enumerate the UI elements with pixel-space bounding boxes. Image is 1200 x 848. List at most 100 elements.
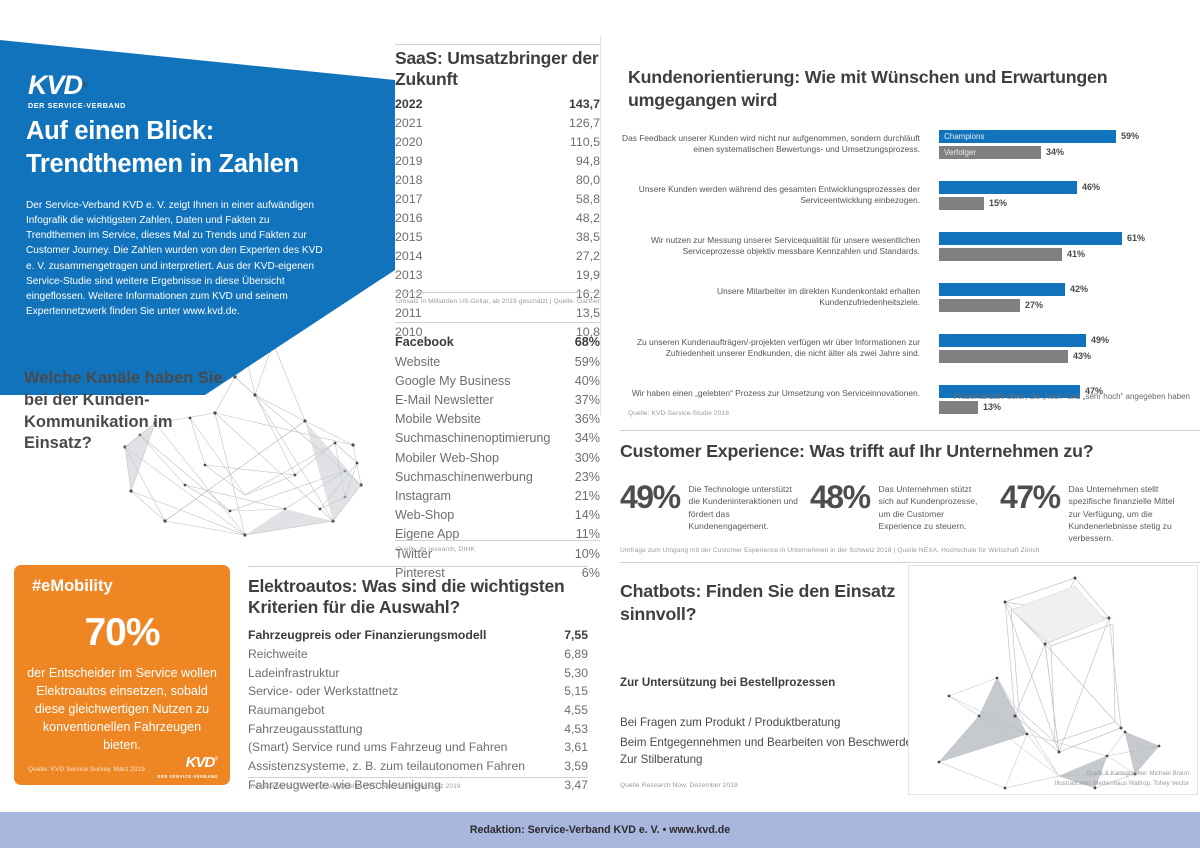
saas-year: 2012 bbox=[395, 286, 423, 301]
kanaele-section: Facebook 68% Website 59% Google My Busines… bbox=[395, 328, 600, 583]
saas-year: 2021 bbox=[395, 116, 423, 131]
kriterium-value: 7,55 bbox=[564, 628, 588, 643]
kanal-value: 14% bbox=[574, 508, 600, 523]
saas-year: 2014 bbox=[395, 249, 423, 264]
credit-line-2: Illustrationen: Medienhaus Waltrop, Tohe… bbox=[1054, 779, 1189, 787]
kvd-logo-mark: KVD bbox=[28, 70, 83, 100]
bar-group-row: Unsere Kunden werden während des gesamte… bbox=[620, 181, 1190, 219]
kanal-label: Facebook bbox=[395, 335, 454, 350]
table-row: 2013 19,9 bbox=[395, 266, 600, 285]
kundenorientierung-title: Kundenorientierung: Wie mit Wünschen und… bbox=[628, 67, 1108, 111]
divider-cx-top bbox=[620, 430, 1200, 431]
bar-pair: 47% 13% bbox=[939, 385, 1190, 417]
kanal-label: Pinterest bbox=[395, 565, 445, 580]
saas-year: 2015 bbox=[395, 230, 423, 245]
table-row: 2012 16,2 bbox=[395, 285, 600, 304]
right-column: Kundenorientierung: Wie mit Wünschen und… bbox=[600, 0, 1200, 848]
bar-verfolger: 27% bbox=[939, 299, 1190, 312]
table-row: 2016 48,2 bbox=[395, 209, 600, 228]
saas-year: 2016 bbox=[395, 211, 423, 226]
bar-group-row: Unsere Mitarbeiter im direkten Kundenkon… bbox=[620, 283, 1190, 321]
chatbot-label: Zur Untersützung bei Bestellprozessen bbox=[620, 676, 836, 690]
bar-champions: 46% bbox=[939, 181, 1190, 194]
list-item: 48% Das Unternehmen stützt sich auf Kund… bbox=[810, 481, 1000, 544]
saas-year: 2017 bbox=[395, 192, 423, 207]
kvd-logo-emobility: KVD® DER SERVICE-VERBAND bbox=[156, 754, 218, 779]
saas-table: 2022 143,7 2021 126,7 2020 110,5 2019 94,8 2… bbox=[395, 95, 600, 342]
table-row: 2018 80,0 bbox=[395, 171, 600, 190]
kanal-value: 10% bbox=[574, 546, 600, 561]
bar-category-label: Zu unseren Kundenaufträgen/-projekten ve… bbox=[636, 337, 920, 359]
kanal-label: Instagram bbox=[395, 488, 451, 503]
cx-text: Das Unternehmen stützt sich auf Kundenpr… bbox=[878, 484, 978, 531]
saas-table-body: 2022 143,7 2021 126,7 2020 110,5 2019 94,8 2… bbox=[395, 95, 600, 342]
kanal-label: Mobile Website bbox=[395, 412, 481, 427]
credit-line-1: Grafik & Kartographie: Michael Braun bbox=[1086, 770, 1190, 778]
saas-year: 2018 bbox=[395, 173, 423, 188]
bar-inline-legend-champions: Champions bbox=[944, 132, 985, 141]
bar-category-label: Das Feedback unserer Kunden wird nicht n… bbox=[622, 133, 920, 155]
table-row: 2017 58,8 bbox=[395, 190, 600, 209]
kanal-value: 6% bbox=[581, 565, 600, 580]
bar-group-row: Zu unseren Kundenaufträgen/-projekten ve… bbox=[620, 334, 1190, 372]
table-row: Facebook 68% bbox=[395, 333, 600, 352]
table-row: 2021 126,7 bbox=[395, 114, 600, 133]
bar-value-verfolger: 43% bbox=[1073, 351, 1092, 361]
table-row: E-Mail Newsletter 37% bbox=[395, 391, 600, 410]
cx-value: 47% bbox=[1000, 479, 1061, 516]
table-row: Twitter 10% bbox=[395, 544, 600, 563]
kanal-value: 30% bbox=[574, 450, 600, 465]
kanal-value: 59% bbox=[574, 354, 600, 369]
bar-group-row: Wir nutzen zur Messung unserer Servicequ… bbox=[620, 232, 1190, 270]
kanaele-table: Facebook 68% Website 59% Google My Busines… bbox=[395, 333, 600, 583]
kanal-value: 37% bbox=[574, 392, 600, 407]
bar-category-label: Unsere Kunden werden während des gesamte… bbox=[638, 184, 920, 206]
elektroautos-source: Indikatorwerte: 10 = Optimal | Quelle: K… bbox=[249, 783, 461, 790]
table-row: 2015 38,5 bbox=[395, 228, 600, 247]
saas-year: 2019 bbox=[395, 154, 423, 169]
kriterium-label: Reichweite bbox=[248, 646, 308, 661]
table-row: Mobile Website 36% bbox=[395, 410, 600, 429]
kanal-label: Mobiler Web-Shop bbox=[395, 450, 500, 465]
table-row: Service- oder Werkstattnetz 5,15 bbox=[248, 682, 588, 701]
kriterium-label: Fahrzeugausstattung bbox=[248, 721, 363, 736]
elektroautos-section: Elektroautos: Was sind die wichtigsten K… bbox=[248, 576, 588, 794]
table-row: 2011 13,5 bbox=[395, 304, 600, 323]
saas-value: 13,5 bbox=[575, 305, 600, 320]
bar-pair: 61% 41% bbox=[939, 232, 1190, 264]
bar-group-row: Das Feedback unserer Kunden wird nicht n… bbox=[620, 130, 1190, 168]
kriterium-value: 3,47 bbox=[564, 777, 588, 792]
divider-elektroautos-bottom bbox=[248, 777, 588, 778]
table-row: Website 59% bbox=[395, 352, 600, 371]
kriterium-value: 4,53 bbox=[564, 721, 588, 736]
kanal-label: Eigene App bbox=[395, 527, 460, 542]
bar-value-champions: 59% bbox=[1121, 131, 1140, 141]
bar-value-champions: 42% bbox=[1070, 284, 1089, 294]
divider-kanaele-bottom bbox=[395, 540, 600, 541]
table-row: Assistenzsysteme, z. B. zum teilautonome… bbox=[248, 757, 588, 776]
elektroautos-table: Fahrzeugpreis oder Finanzierungsmodell 7,… bbox=[248, 626, 588, 794]
hero-title-line2: Trendthemen in Zahlen bbox=[26, 149, 299, 178]
chatbot-label: Beim Entgegennehmen und Bearbeiten von B… bbox=[620, 736, 919, 750]
emobility-card: #eMobility 70% der Entscheider im Servic… bbox=[14, 565, 230, 785]
bar-value-verfolger: 15% bbox=[989, 198, 1008, 208]
kanal-value: 11% bbox=[575, 527, 600, 542]
bar-pair: 46% 15% bbox=[939, 181, 1190, 213]
bar-value-verfolger: 13% bbox=[983, 402, 1002, 412]
customer-experience-items: 49% Die Technologie unterstützt die Kund… bbox=[620, 481, 1190, 544]
table-row: Suchmaschinenwerbung 23% bbox=[395, 467, 600, 486]
kanal-label: Suchmaschinenwerbung bbox=[395, 469, 533, 484]
chatbot-label: Bei Fragen zum Produkt / Produktberatung bbox=[620, 716, 841, 730]
divider-saas-bottom bbox=[395, 292, 600, 293]
table-row: Fahrzeugausstattung 4,53 bbox=[248, 719, 588, 738]
bar-champions: Champions 59% bbox=[939, 130, 1190, 143]
kanaele-source: Quelle: ibi research, DIHK bbox=[396, 546, 475, 553]
bar-pair: 49% 43% bbox=[939, 334, 1190, 366]
kanal-label: Web-Shop bbox=[395, 508, 455, 523]
table-row: Fahrzeugwerte wie Beschleunigung 3,47 bbox=[248, 776, 588, 795]
kundenorientierung-source: Quelle: KVD-Service-Studie 2018 bbox=[628, 410, 729, 417]
table-row: 2010 10,8 bbox=[395, 323, 600, 342]
table-row: Fahrzeugpreis oder Finanzierungsmodell 7,… bbox=[248, 626, 588, 645]
bar-verfolger: Verfolger 34% bbox=[939, 146, 1190, 159]
list-item: 49% Die Technologie unterstützt die Kund… bbox=[620, 481, 810, 544]
